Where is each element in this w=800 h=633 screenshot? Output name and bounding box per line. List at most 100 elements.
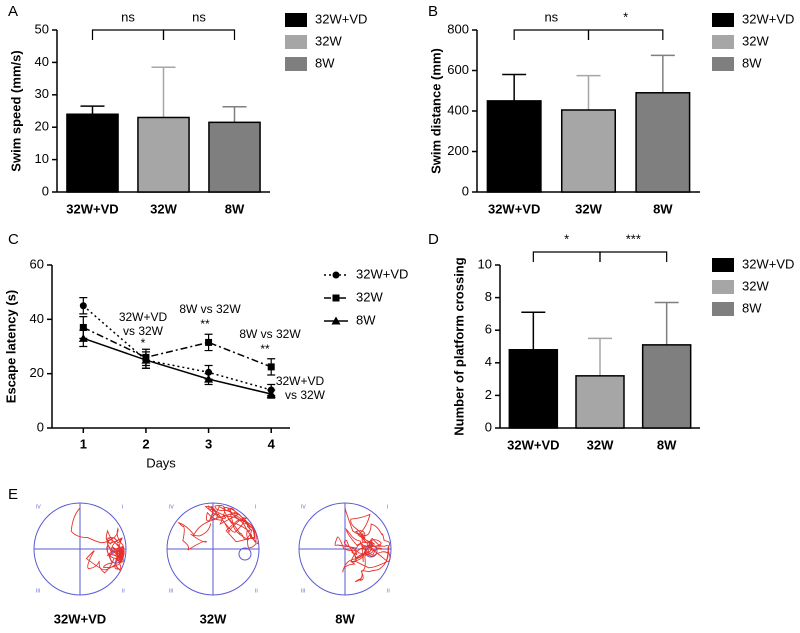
- significance-label: ***: [626, 231, 641, 246]
- legend-swatch: [712, 302, 734, 316]
- bar: [486, 100, 542, 193]
- x-tick-label: 32W: [150, 201, 177, 216]
- caption: 32W+VD: [54, 611, 106, 626]
- y-tick-label: 40: [35, 54, 49, 69]
- y-tick-label: 6: [485, 322, 492, 337]
- legend-label: 32W+VD: [742, 11, 794, 26]
- quadrant-label: II: [255, 588, 258, 594]
- y-tick-label: 50: [35, 21, 49, 36]
- y-tick-label: 40: [30, 311, 44, 326]
- y-axis-label: Swim speed (mm/s): [8, 50, 23, 171]
- marker: [79, 302, 87, 310]
- significance-label: ns: [121, 9, 135, 24]
- marker: [331, 316, 341, 325]
- y-tick-label: 8: [485, 289, 492, 304]
- bar: [137, 116, 190, 193]
- significance-label: ns: [544, 9, 558, 24]
- y-axis-label: Escape latency (s): [3, 290, 18, 403]
- marker: [332, 271, 340, 279]
- legend-label: 32W: [742, 33, 769, 48]
- legend-label: 32W+VD: [742, 256, 794, 271]
- quadrant-label: I: [122, 504, 123, 510]
- panel-label: A: [8, 3, 18, 20]
- marker: [141, 355, 151, 364]
- x-tick-label: 8W: [657, 437, 677, 452]
- quadrant-label: IV: [301, 504, 306, 510]
- series-line: [82, 326, 272, 368]
- bar: [560, 109, 617, 193]
- x-tick-label: 32W+VD: [488, 201, 540, 216]
- bar: [575, 375, 625, 429]
- platform: [238, 547, 252, 561]
- y-tick-label: 30: [35, 86, 49, 101]
- legend-label: 32W: [742, 278, 769, 293]
- annotation: **: [200, 317, 210, 331]
- annotation: **: [260, 342, 270, 356]
- x-tick-label: 32W: [587, 437, 614, 452]
- marker: [332, 294, 340, 302]
- y-tick-label: 0: [37, 419, 44, 434]
- series-line: [82, 305, 272, 391]
- y-tick-label: 10: [35, 151, 49, 166]
- annotation: 8W vs 32W: [179, 302, 241, 316]
- panel-label: D: [428, 231, 439, 248]
- legend-label: 32W: [356, 289, 383, 304]
- significance-bracket: [599, 251, 668, 262]
- caption: 8W: [335, 611, 355, 626]
- y-tick-label: 4: [485, 354, 492, 369]
- significance-bracket: [532, 251, 601, 262]
- legend-label: 8W: [356, 312, 376, 327]
- legend-swatch: [712, 57, 734, 71]
- legend-label: 32W+VD: [315, 11, 367, 26]
- annotation: 32W+VD: [119, 310, 168, 324]
- quadrant-label: III: [169, 588, 173, 594]
- y-tick-label: 400: [447, 102, 469, 117]
- marker: [267, 363, 275, 371]
- significance-bracket: [162, 29, 236, 40]
- legend-label: 8W: [742, 300, 762, 315]
- significance-bracket: [587, 29, 664, 40]
- significance-label: ns: [192, 9, 206, 24]
- significance-bracket: [91, 29, 165, 40]
- x-tick-label: 32W+VD: [66, 201, 118, 216]
- legend-label: 8W: [742, 55, 762, 70]
- bar: [66, 113, 119, 193]
- quadrant-label: III: [301, 588, 305, 594]
- legend-swatch: [285, 13, 307, 27]
- y-tick-label: 600: [447, 62, 469, 77]
- bar: [641, 344, 692, 429]
- significance-label: *: [623, 9, 628, 24]
- bar: [208, 121, 261, 193]
- x-tick-label: 8W: [653, 201, 673, 216]
- marker: [78, 333, 88, 342]
- y-tick-label: 2: [485, 387, 492, 402]
- legend-swatch: [712, 280, 734, 294]
- x-tick-label: 2: [142, 436, 149, 451]
- y-axis-label: Swim distance (mm): [428, 48, 443, 174]
- annotation: vs 32W: [123, 324, 164, 338]
- annotation: 8W vs 32W: [239, 327, 301, 341]
- marker: [266, 389, 276, 398]
- legend-swatch: [285, 57, 307, 71]
- panel-label: C: [8, 231, 19, 248]
- significance-bracket: [513, 29, 590, 40]
- y-tick-label: 0: [485, 419, 492, 434]
- marker: [204, 374, 214, 383]
- series-line: [83, 337, 272, 395]
- y-tick-label: 60: [30, 256, 44, 271]
- y-tick-label: 10: [478, 256, 492, 271]
- legend-swatch: [712, 13, 734, 27]
- quadrant-label: I: [255, 504, 256, 510]
- legend-label: 32W+VD: [356, 266, 408, 281]
- quadrant-label: IV: [169, 504, 174, 510]
- trajectory: [334, 507, 391, 583]
- significance-label: *: [564, 231, 569, 246]
- y-tick-label: 20: [35, 119, 49, 134]
- y-tick-label: 20: [30, 365, 44, 380]
- marker: [79, 323, 87, 331]
- annotation: *: [141, 336, 146, 350]
- x-tick-label: 1: [80, 436, 87, 451]
- legend-swatch: [285, 35, 307, 49]
- legend-swatch: [712, 35, 734, 49]
